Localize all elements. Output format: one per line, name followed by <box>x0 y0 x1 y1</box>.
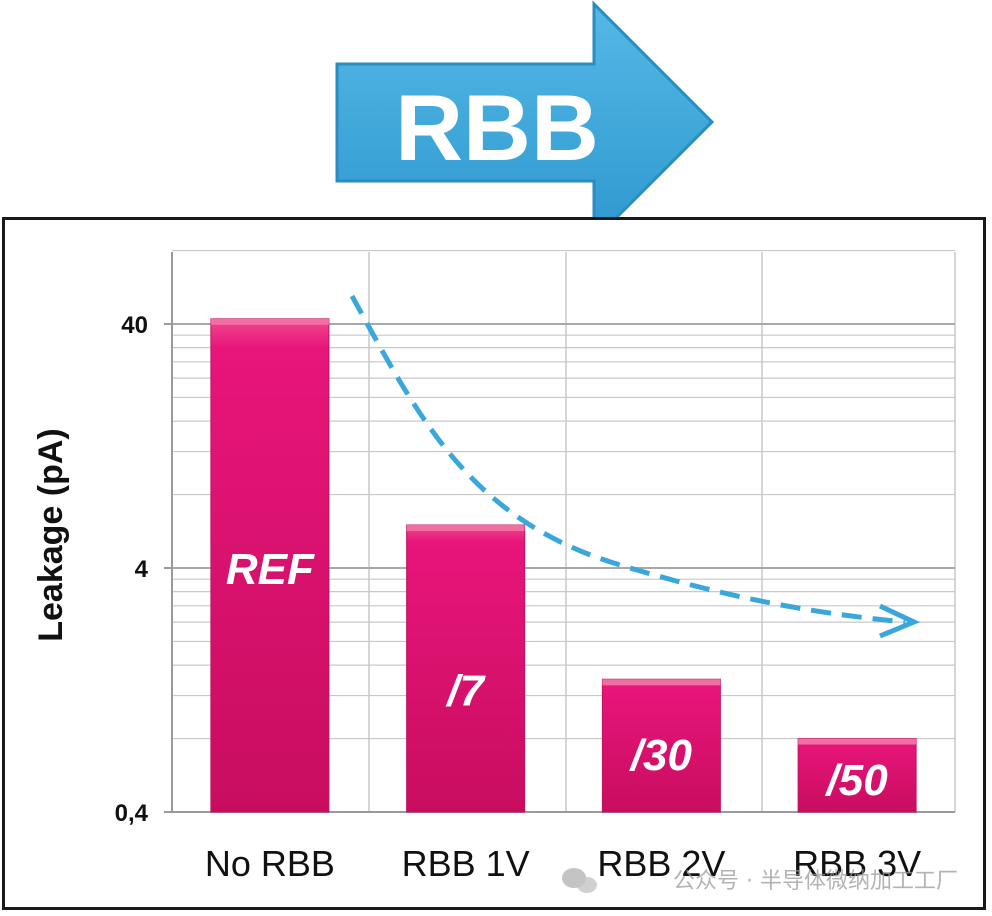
bar-top-highlight-0 <box>210 318 329 325</box>
trend-arrow <box>349 294 906 625</box>
y-tick-label-2: 40 <box>121 312 148 339</box>
bar-1 <box>406 524 526 813</box>
wechat-icon <box>562 868 597 893</box>
x-tick-label-3: RBB 3V <box>793 843 921 884</box>
rbb-banner: RBB <box>335 0 715 244</box>
bar-3 <box>797 738 917 813</box>
rbb-arrow-shape <box>335 0 715 244</box>
bar-top-highlight-2 <box>602 679 721 686</box>
trend-arrow-head <box>878 603 921 639</box>
rbb-arrow-label: RBB <box>395 75 599 180</box>
bar-label-2: /30 <box>629 731 693 780</box>
x-tick-label-0: No RBB <box>205 843 335 884</box>
bar-0 <box>210 318 330 813</box>
y-tick-label-0: 0,4 <box>115 800 149 827</box>
y-tick-label-1: 4 <box>135 556 149 583</box>
bar-top-highlight-3 <box>798 738 917 745</box>
bar-label-1: /7 <box>445 666 486 715</box>
bar-label-0: REF <box>226 545 315 594</box>
x-tick-label-2: RBB 2V <box>597 843 725 884</box>
bars: REF No RBB/7 RBB 1V/30 RBB 2V/50 RBB 3V <box>205 318 921 884</box>
bar-2 <box>601 678 721 813</box>
x-tick-label-1: RBB 1V <box>402 843 530 884</box>
bar-top-highlight-1 <box>406 525 525 532</box>
y-axis-title: Leakage (pA) <box>32 428 70 642</box>
watermark: 公众号 · 半导体微纳加工工厂 <box>673 869 958 894</box>
bar-label-3: /50 <box>825 756 889 805</box>
